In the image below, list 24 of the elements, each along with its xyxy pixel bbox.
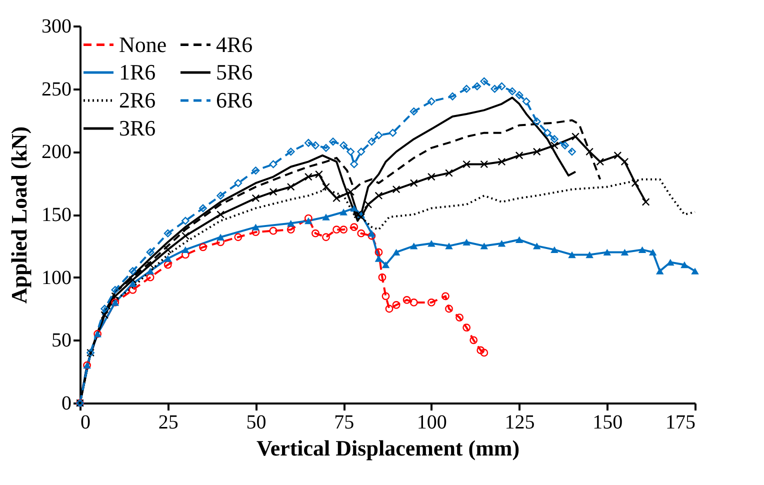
y-tick-label: 250 [42, 78, 72, 100]
legend-label: 6R6 [216, 88, 253, 112]
legend-label: 2R6 [119, 88, 156, 112]
legend-label: 5R6 [216, 60, 253, 84]
legend-label: 1R6 [119, 60, 156, 84]
x-tick-label: 125 [504, 412, 535, 434]
x-tick-label: 50 [246, 412, 266, 434]
y-tick-label: 150 [42, 204, 72, 226]
y-tick-label: 0 [62, 392, 72, 414]
legend-label: None [119, 32, 167, 57]
y-tick-label: 200 [42, 141, 72, 164]
x-tick-label: 175 [666, 412, 696, 434]
x-tick-label: 25 [158, 412, 178, 434]
x-tick-label: 150 [592, 412, 623, 434]
y-axis-title: Applied Load (kN) [6, 126, 32, 304]
y-tick-label: 50 [52, 330, 72, 352]
x-tick-label: 100 [416, 412, 447, 434]
x-tick-label: 75 [334, 412, 354, 434]
y-tick-label: 300 [42, 16, 72, 38]
legend-label: 3R6 [119, 116, 156, 140]
x-axis-title: Vertical Displacement (mm) [256, 436, 520, 460]
x-tick-label: 0 [80, 412, 90, 434]
legend-label: 4R6 [216, 32, 253, 57]
y-tick-label: 100 [42, 266, 72, 289]
